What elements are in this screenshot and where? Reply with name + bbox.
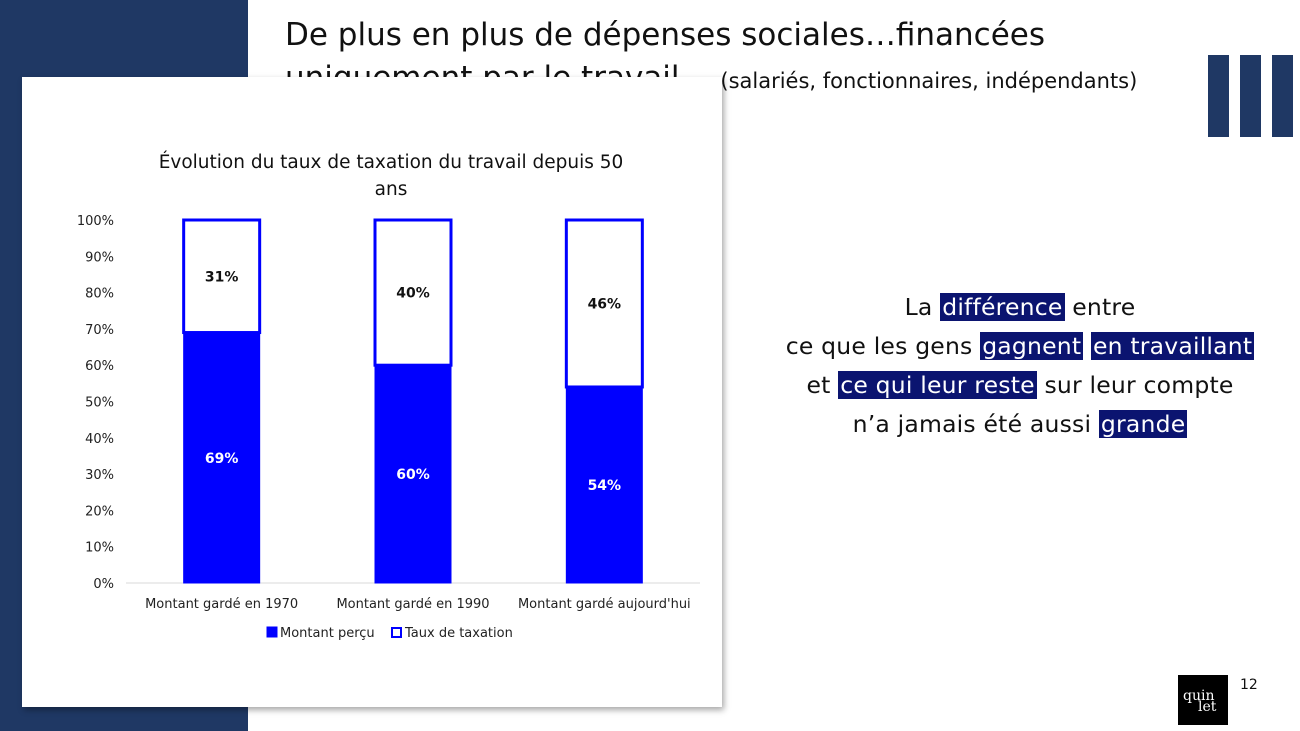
decor-bar <box>1240 55 1261 137</box>
y-tick-label: 80% <box>85 287 114 302</box>
callout-text-segment: et <box>806 371 831 399</box>
x-tick-label: Montant gardé en 1990 <box>336 597 489 612</box>
logo-text-bottom: let <box>1198 699 1217 715</box>
legend-swatch-taux-taxation <box>391 627 402 638</box>
callout-line1: La différence entre <box>740 288 1300 327</box>
legend-label-taux-taxation: Taux de taxation <box>404 626 513 641</box>
slide-title-line1: De plus en plus de dépenses sociales…fin… <box>285 17 1045 53</box>
callout-highlight: grande <box>1098 410 1188 438</box>
y-tick-label: 20% <box>85 504 114 519</box>
y-tick-label: 60% <box>85 359 114 374</box>
chart-title-line2: ans <box>375 179 408 200</box>
page-number: 12 <box>1240 677 1258 693</box>
callout-text-segment: ce que les gens <box>785 332 973 360</box>
y-tick-label: 90% <box>85 250 114 265</box>
data-label: 69% <box>205 451 239 467</box>
callout-text-segment: n’a jamais été aussi <box>852 410 1092 438</box>
chart-title-line1: Évolution du taux de taxation du travail… <box>159 151 624 173</box>
bar-segment-taux-taxation <box>373 218 453 367</box>
bar-segment-taux-taxation <box>564 218 644 389</box>
decorative-bars-icon <box>1208 55 1300 137</box>
callout-highlight: différence <box>940 293 1065 321</box>
callout-text-segment: entre <box>1072 293 1136 321</box>
data-label: 60% <box>396 467 430 483</box>
callout-text: La différence entre ce que les gens gagn… <box>740 288 1300 444</box>
callout-highlight: en travaillant <box>1090 332 1255 360</box>
callout-line3: et ce qui leur reste sur leur compte <box>740 366 1300 405</box>
y-tick-label: 10% <box>85 541 114 556</box>
data-label: 54% <box>588 478 622 494</box>
legend-swatch-montant-percu <box>266 626 278 638</box>
legend-label-montant-percu: Montant perçu <box>280 626 375 641</box>
bar-segment-montant-percu <box>374 364 452 584</box>
legend: Montant perçu Taux de taxation <box>266 626 513 641</box>
y-tick-label: 40% <box>85 432 114 447</box>
callout-highlight: gagnent <box>980 332 1084 360</box>
y-tick-label: 30% <box>85 468 114 483</box>
slide-title-subtitle: (salariés, fonctionnaires, indépendants) <box>720 69 1138 93</box>
y-tick-label: 0% <box>93 577 114 592</box>
y-tick-label: 50% <box>85 396 114 411</box>
y-axis: 0% 10% 20% 30% 40% 50% 60% 70% 80% 90% 100% <box>77 214 114 592</box>
callout-highlight: ce qui leur reste <box>838 371 1037 399</box>
callout-text-segment: La <box>904 293 933 321</box>
callout-text-segment: sur leur compte <box>1044 371 1234 399</box>
callout-line4: n’a jamais été aussi grande <box>740 405 1300 444</box>
x-axis: Montant gardé en 1970 Montant gardé en 19… <box>145 597 691 612</box>
stacked-bar-chart: Évolution du taux de taxation du travail… <box>77 151 700 641</box>
logo-text-top: quin <box>1183 688 1215 704</box>
bar-segment-taux-taxation <box>182 218 262 335</box>
data-label: 31% <box>205 269 239 285</box>
data-label: 46% <box>588 296 622 312</box>
bar-segment-montant-percu <box>183 332 261 584</box>
decor-bar <box>1272 55 1293 137</box>
bar-segment-montant-percu <box>565 386 643 584</box>
callout-line2: ce que les gens gagnent en travaillant <box>740 327 1300 366</box>
data-label: 40% <box>396 286 430 302</box>
decor-bar <box>1208 55 1229 137</box>
x-tick-label: Montant gardé aujourd'hui <box>518 597 691 612</box>
chart-card: Évolution du taux de taxation du travail… <box>22 77 722 707</box>
y-tick-label: 70% <box>85 323 114 338</box>
quinlet-logo: quin let <box>1178 675 1228 725</box>
y-tick-label: 100% <box>77 214 114 229</box>
bars: 69% 31% 60% 40% 54% 46% <box>182 218 644 584</box>
x-tick-label: Montant gardé en 1970 <box>145 597 298 612</box>
